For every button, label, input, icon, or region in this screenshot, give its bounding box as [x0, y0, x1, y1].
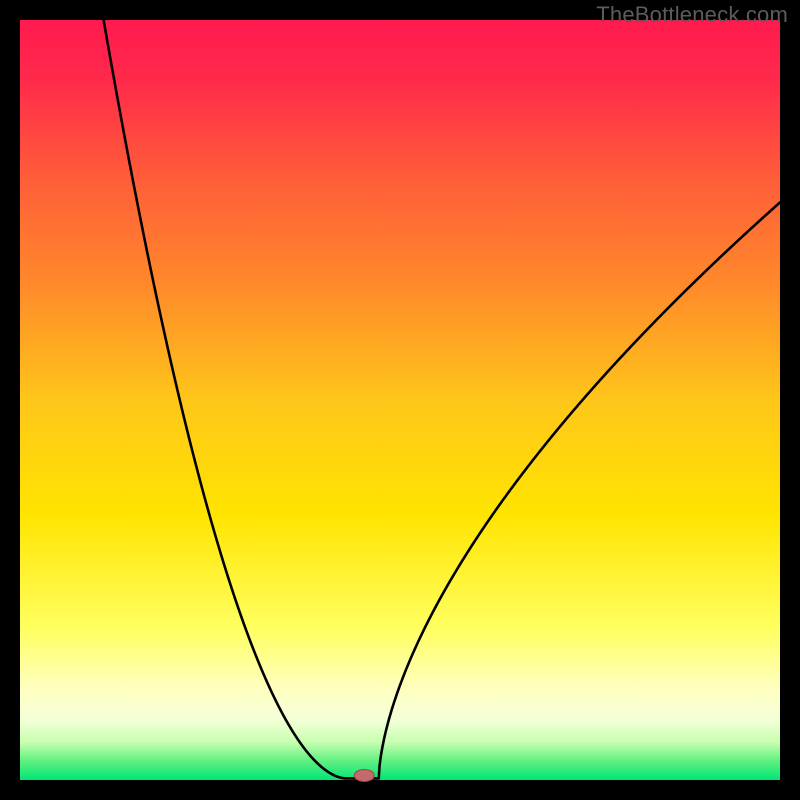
- chart-svg: [0, 0, 800, 800]
- gradient-background: [20, 20, 780, 780]
- optimal-marker: [354, 769, 374, 781]
- chart-root: TheBottleneck.com: [0, 0, 800, 800]
- watermark-text: TheBottleneck.com: [596, 2, 788, 28]
